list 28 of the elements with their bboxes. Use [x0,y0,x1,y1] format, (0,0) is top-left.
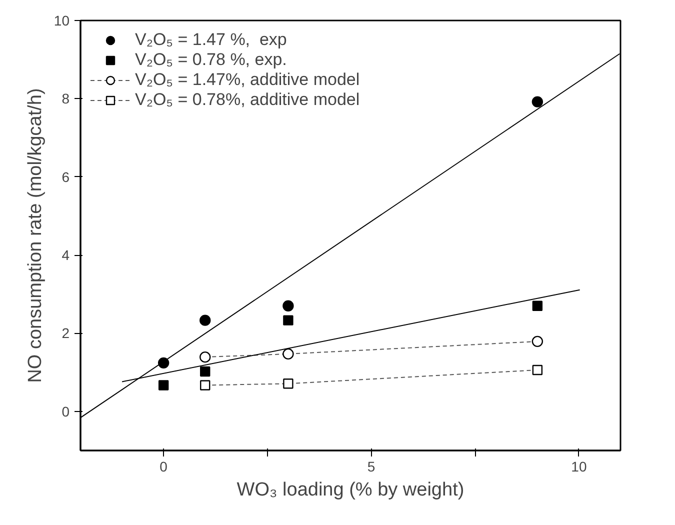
y-tick-label: 2 [62,325,70,342]
x-tick-label: 10 [571,458,587,474]
point [283,378,294,389]
legend-label: V₂O₅ = 1.47 %, exp [135,30,287,50]
point [532,300,543,311]
legend-label: V₂O₅ = 0.78%, additive model [135,90,360,110]
y-tick-label: 6 [62,168,70,185]
y-axis-title: NO consumption rate (mol/kgcat/h) [24,88,46,383]
x-axis-title: WO₃ loading (% by weight) [236,480,464,500]
point [158,380,169,390]
legend-label: V₂O₅ = 1.47%, additive model [135,70,360,90]
y-tick-label: 8 [62,90,70,107]
point [282,348,294,360]
point [283,315,294,326]
y-tick-label: 0 [62,403,70,420]
x-tick-label: 5 [367,458,376,474]
point [200,380,210,390]
y-tick-label: 4 [62,247,70,264]
point [532,336,544,348]
point [532,96,544,108]
point [200,314,211,326]
x-tick-label: 0 [160,458,168,474]
point [200,366,210,377]
point [532,364,543,376]
y-tick-label: 10 [54,12,70,28]
point [282,300,294,312]
point [200,351,211,363]
legend-label: V₂O₅ = 0.78 %, exp. [135,50,287,70]
